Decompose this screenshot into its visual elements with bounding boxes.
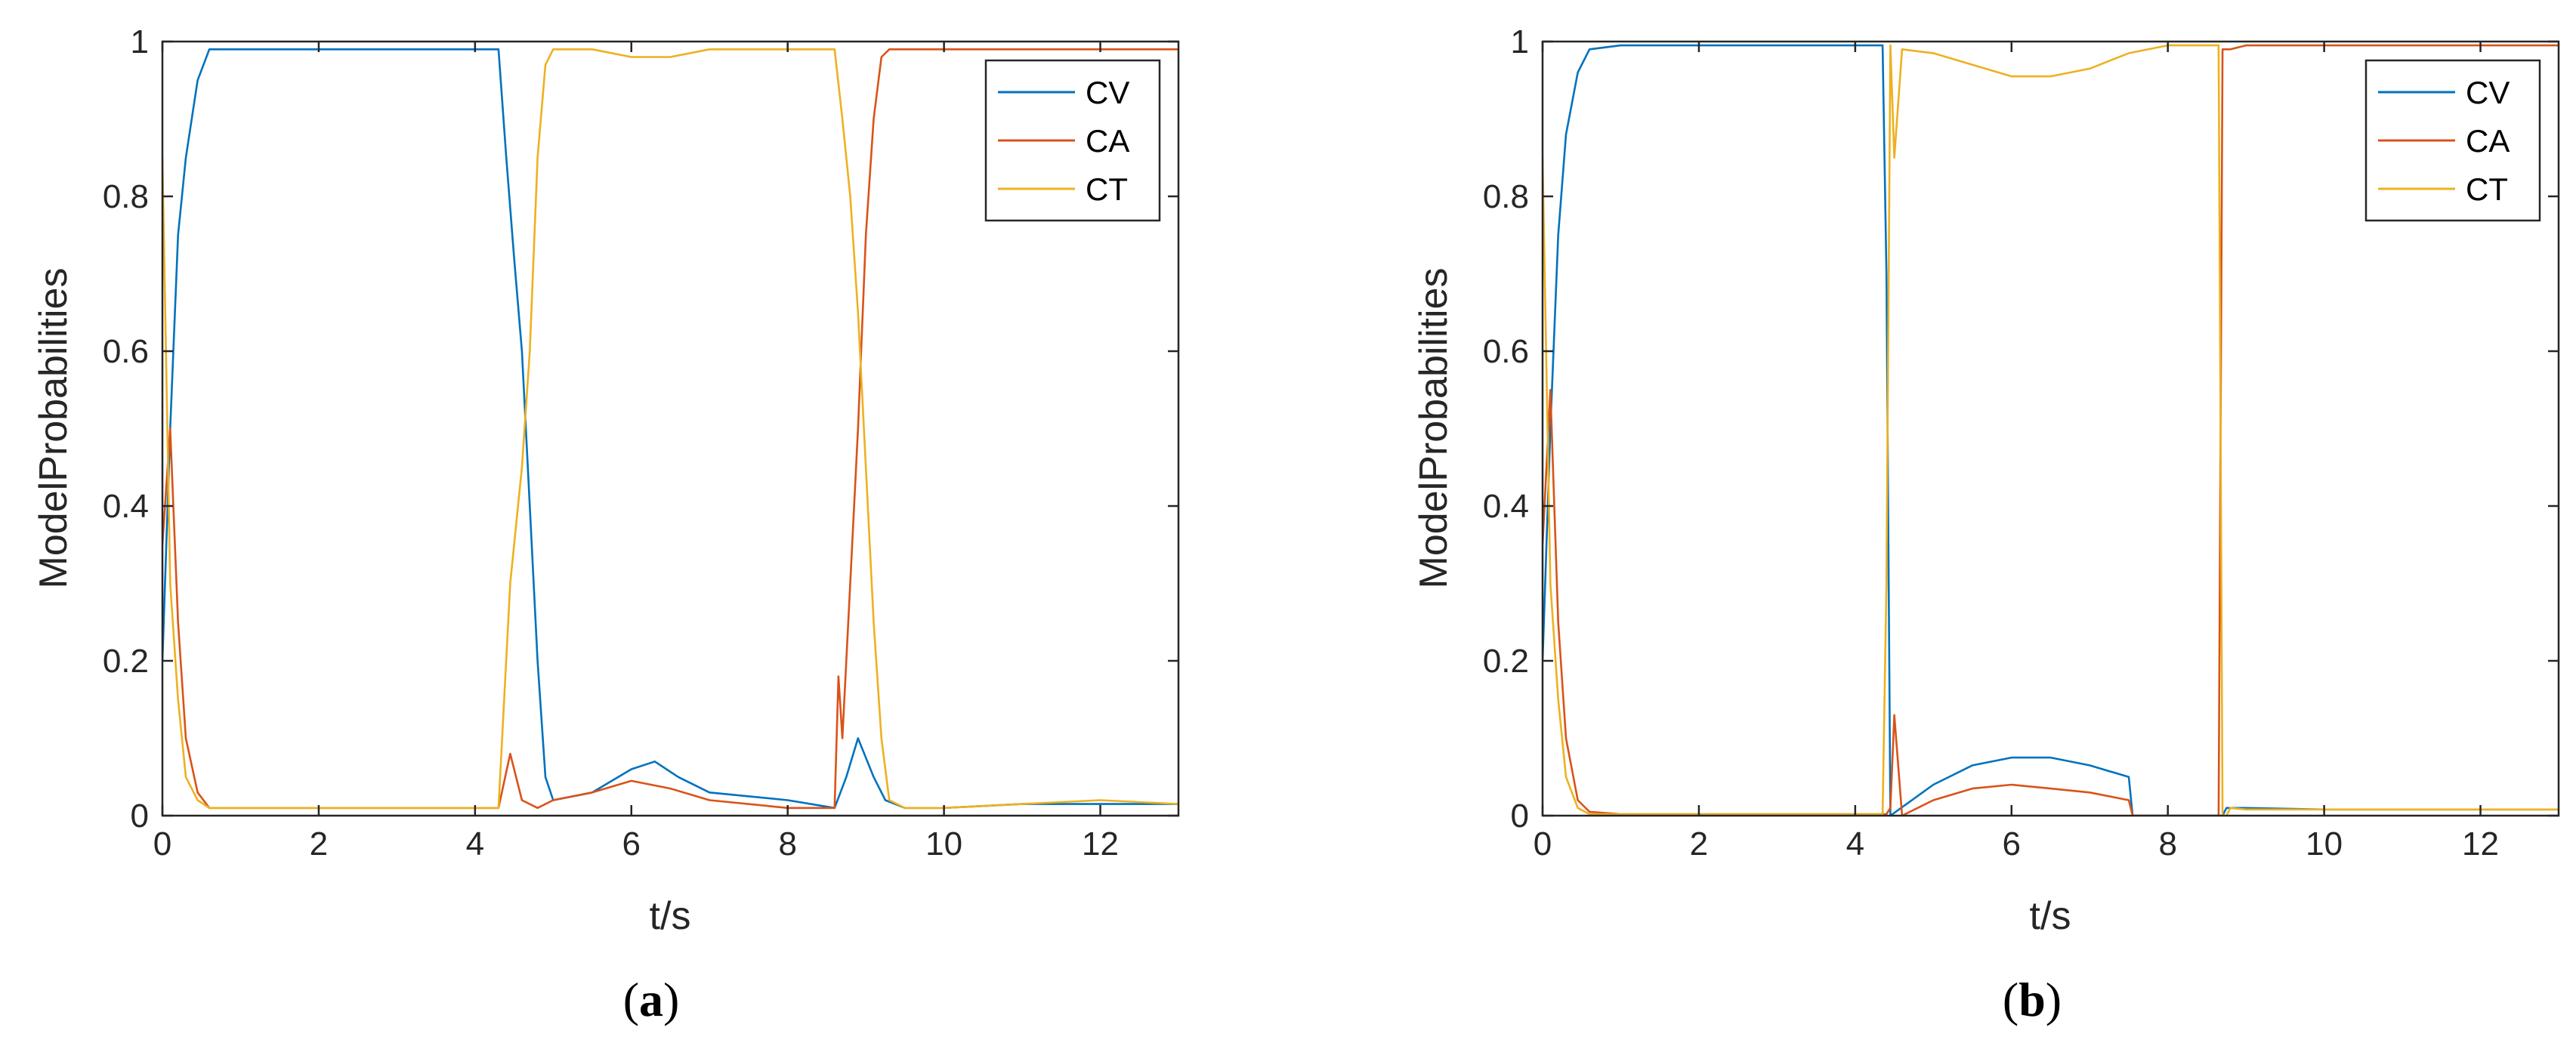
panel-a-y-tick-label: 0: [131, 798, 149, 835]
panel-a: 0 2 4 6 8 10 12 0 0.2 0.4 0.6 0.8 1 t/s ModelProbabi…: [32, 23, 1180, 1026]
panel-b-legend-label-ca: CA: [2466, 123, 2510, 159]
panel-a-x-tick-label: 4: [466, 825, 484, 862]
panel-a-y-tick-label: 0.6: [103, 333, 149, 370]
panel-a-label: (a): [623, 973, 680, 1026]
panel-b-y-tick-label: 0: [1511, 798, 1529, 835]
panel-a-label-letter: a: [639, 973, 663, 1026]
panel-a-y-tick-label: 0.4: [103, 488, 149, 525]
panel-b-x-tick-label: 12: [2462, 825, 2499, 862]
panel-b-plot-area: [1543, 44, 2559, 816]
panel-a-legend-label-cv: CV: [1086, 75, 1129, 110]
panel-a-y-tick-label: 0.2: [103, 643, 149, 680]
panel-b-y-tick-label: 0.8: [1483, 178, 1529, 215]
panel-a-series-ct-line: [162, 48, 1178, 810]
panel-a-legend-label-ca: CA: [1086, 123, 1129, 159]
panel-b-series-ct-line: [1543, 44, 2559, 816]
panel-a-x-tick-label: 0: [153, 825, 171, 862]
panel-a-legend-label-ct: CT: [1086, 171, 1128, 207]
panel-b-y-tick-label: 0.6: [1483, 333, 1529, 370]
panel-a-y-tick-label: 0.8: [103, 178, 149, 215]
panel-b-x-tick-label: 8: [2158, 825, 2176, 862]
panel-a-x-axis-title: t/s: [650, 894, 691, 938]
panel-a-plot-area: [162, 48, 1178, 810]
panel-b-x-tick-label: 2: [1690, 825, 1708, 862]
panel-b-x-axis-title: t/s: [2030, 894, 2071, 938]
panel-b-x-tick-label: 0: [1534, 825, 1552, 862]
panel-a-x-tick-label: 12: [1082, 825, 1119, 862]
panel-a-series-cv-line: [162, 48, 1178, 810]
panel-b-y-tick-label: 0.2: [1483, 643, 1529, 680]
panel-a-x-tick-label: 8: [778, 825, 796, 862]
panel-b-x-tick-label: 6: [2003, 825, 2021, 862]
panel-a-ticks: 0 2 4 6 8 10 12 0 0.2 0.4 0.6 0.8 1: [103, 23, 1178, 862]
panel-a-y-axis-title: ModelProbabilities: [32, 268, 76, 589]
panel-a-x-tick-label: 10: [925, 825, 962, 862]
panel-a-legend: CV CA CT: [984, 59, 1161, 222]
panel-b-legend-label-cv: CV: [2466, 75, 2510, 110]
panel-b-x-tick-label: 4: [1846, 825, 1864, 862]
panel-b-legend-label-ct: CT: [2466, 171, 2508, 207]
panel-b-label-letter: b: [2018, 973, 2046, 1026]
panel-b-y-axis-title: ModelProbabilities: [1412, 268, 1456, 589]
panel-b-ticks: 0 2 4 6 8 10 12 0 0.2 0.4 0.6 0.8 1: [1483, 23, 2559, 862]
panel-b-legend: CV CA CT: [2364, 59, 2541, 222]
panel-b-axes-frame: [1541, 40, 2560, 817]
panel-b-y-tick-label: 0.4: [1483, 488, 1529, 525]
panel-b-label: (b): [2003, 973, 2062, 1026]
panel-a-axes-frame: [161, 40, 1180, 817]
panel-b-series-ca-line: [1543, 44, 2559, 816]
panel-b: 0 2 4 6 8 10 12 0 0.2 0.4 0.6 0.8 1 t/s ModelProbabi…: [1412, 23, 2560, 1026]
panel-a-x-tick-label: 2: [310, 825, 328, 862]
panel-a-y-tick-label: 1: [131, 23, 149, 60]
panel-b-y-tick-label: 1: [1511, 23, 1529, 60]
panel-a-x-tick-label: 6: [622, 825, 641, 862]
panel-b-x-tick-label: 10: [2306, 825, 2343, 862]
